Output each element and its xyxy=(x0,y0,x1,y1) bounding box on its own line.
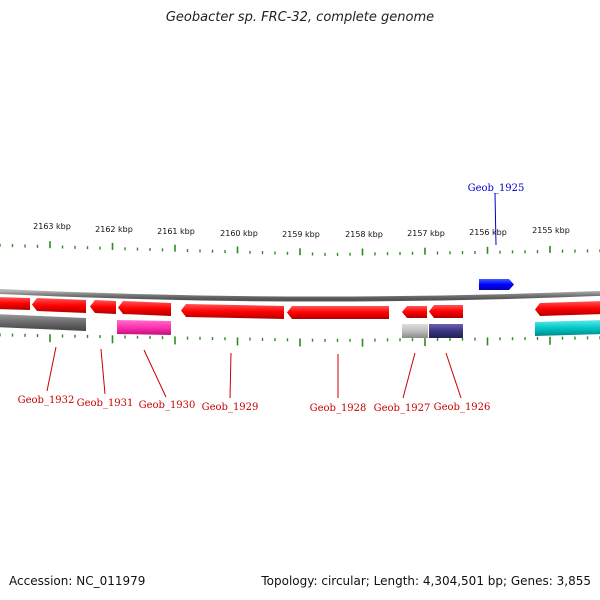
feature-band-navy[interactable] xyxy=(429,324,463,338)
ruler-label-2159: 2159 kbp xyxy=(282,230,320,239)
feature-band-light-gray[interactable] xyxy=(402,324,428,338)
ruler-label-2156: 2156 kbp xyxy=(469,228,507,237)
label-geob-1927[interactable]: Geob_1927 xyxy=(374,403,431,414)
ruler-label-2162: 2162 kbp xyxy=(95,225,133,234)
label-geob-1929[interactable]: Geob_1929 xyxy=(202,402,259,413)
label-geob-1932[interactable]: Geob_1932 xyxy=(18,395,75,406)
ruler-label-2161: 2161 kbp xyxy=(157,227,195,236)
feature-band-gray[interactable] xyxy=(0,314,86,331)
ruler-labels: 2163 kbp 2162 kbp 2161 kbp 2160 kbp 2159… xyxy=(33,222,570,239)
gene-arrow-geob-1926[interactable] xyxy=(429,305,463,318)
gene-arrow-geob-1929[interactable] xyxy=(181,304,284,319)
feature-band-magenta[interactable] xyxy=(117,320,171,335)
outer-tick-scale xyxy=(0,241,600,256)
label-geob-1931[interactable]: Geob_1931 xyxy=(77,398,134,409)
leader-geob-1932 xyxy=(46,346,57,392)
feature-bands xyxy=(0,314,600,338)
gene-arrow-left-edge[interactable] xyxy=(0,297,30,310)
gene-arrow-geob-1932[interactable] xyxy=(32,298,86,313)
gene-arrow-geob-1930[interactable] xyxy=(118,301,171,316)
ruler-label-2155: 2155 kbp xyxy=(532,226,570,235)
gene-arrow-geob-1931[interactable] xyxy=(90,300,116,314)
ruler-label-2158: 2158 kbp xyxy=(345,230,383,239)
label-geob-1926[interactable]: Geob_1926 xyxy=(434,402,491,413)
ruler-label-2157: 2157 kbp xyxy=(407,229,445,238)
genome-title: Geobacter sp. FRC-32, complete genome xyxy=(165,10,435,25)
gene-arrow-right-edge[interactable] xyxy=(535,301,600,316)
feature-band-cyan[interactable] xyxy=(535,320,600,336)
accession-text: Accession: NC_011979 xyxy=(9,574,146,588)
gene-arrow-geob-1928[interactable] xyxy=(287,306,389,319)
leader-geob-1931 xyxy=(100,348,106,395)
gene-geob-1925[interactable] xyxy=(479,279,514,290)
gene-arrow-geob-1925[interactable] xyxy=(479,279,514,290)
ruler-label-2163: 2163 kbp xyxy=(33,222,71,231)
label-geob-1925[interactable]: Geob_1925 xyxy=(468,183,525,194)
leader-geob-1925 xyxy=(494,192,497,246)
gene-arrow-geob-1927[interactable] xyxy=(402,306,427,318)
label-geob-1928[interactable]: Geob_1928 xyxy=(310,403,367,414)
reverse-strand-genes xyxy=(0,297,600,319)
leader-geob-1926 xyxy=(445,352,462,399)
inner-tick-scale xyxy=(0,333,600,347)
leader-geob-1927 xyxy=(402,352,416,399)
genome-ring xyxy=(0,288,600,302)
topology-text: Topology: circular; Length: 4,304,501 bp… xyxy=(261,574,591,588)
reverse-gene-labels: Geob_1932 Geob_1931 Geob_1930 Geob_1929 … xyxy=(18,346,491,414)
ruler-label-2160: 2160 kbp xyxy=(220,229,258,238)
label-geob-1930[interactable]: Geob_1930 xyxy=(139,400,196,411)
leader-geob-1930 xyxy=(143,349,167,398)
leader-geob-1929 xyxy=(229,352,232,399)
